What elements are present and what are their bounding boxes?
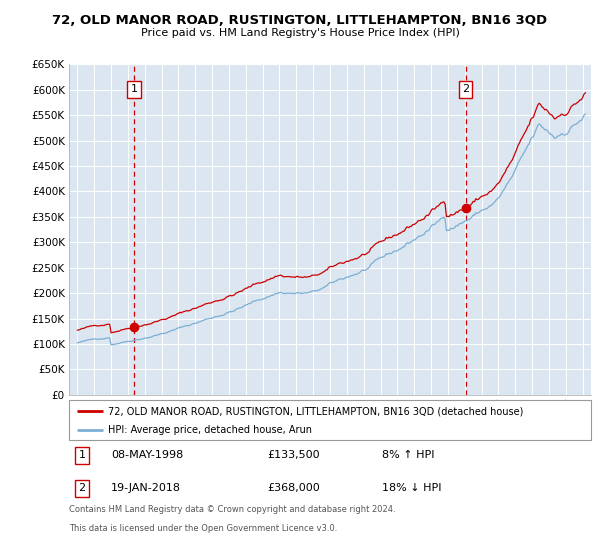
Text: 1: 1: [79, 450, 86, 460]
Text: 1: 1: [130, 84, 137, 94]
Text: 08-MAY-1998: 08-MAY-1998: [111, 450, 183, 460]
Text: 19-JAN-2018: 19-JAN-2018: [111, 483, 181, 493]
Text: 72, OLD MANOR ROAD, RUSTINGTON, LITTLEHAMPTON, BN16 3QD (detached house): 72, OLD MANOR ROAD, RUSTINGTON, LITTLEHA…: [108, 407, 524, 417]
Text: HPI: Average price, detached house, Arun: HPI: Average price, detached house, Arun: [108, 425, 312, 435]
Text: £368,000: £368,000: [268, 483, 320, 493]
Text: 2: 2: [79, 483, 86, 493]
Text: Contains HM Land Registry data © Crown copyright and database right 2024.: Contains HM Land Registry data © Crown c…: [69, 505, 395, 514]
Text: £133,500: £133,500: [268, 450, 320, 460]
Text: 8% ↑ HPI: 8% ↑ HPI: [382, 450, 434, 460]
Text: 72, OLD MANOR ROAD, RUSTINGTON, LITTLEHAMPTON, BN16 3QD: 72, OLD MANOR ROAD, RUSTINGTON, LITTLEHA…: [52, 14, 548, 27]
Text: Price paid vs. HM Land Registry's House Price Index (HPI): Price paid vs. HM Land Registry's House …: [140, 28, 460, 38]
Text: 2: 2: [462, 84, 469, 94]
Text: 18% ↓ HPI: 18% ↓ HPI: [382, 483, 442, 493]
Text: This data is licensed under the Open Government Licence v3.0.: This data is licensed under the Open Gov…: [69, 524, 337, 533]
